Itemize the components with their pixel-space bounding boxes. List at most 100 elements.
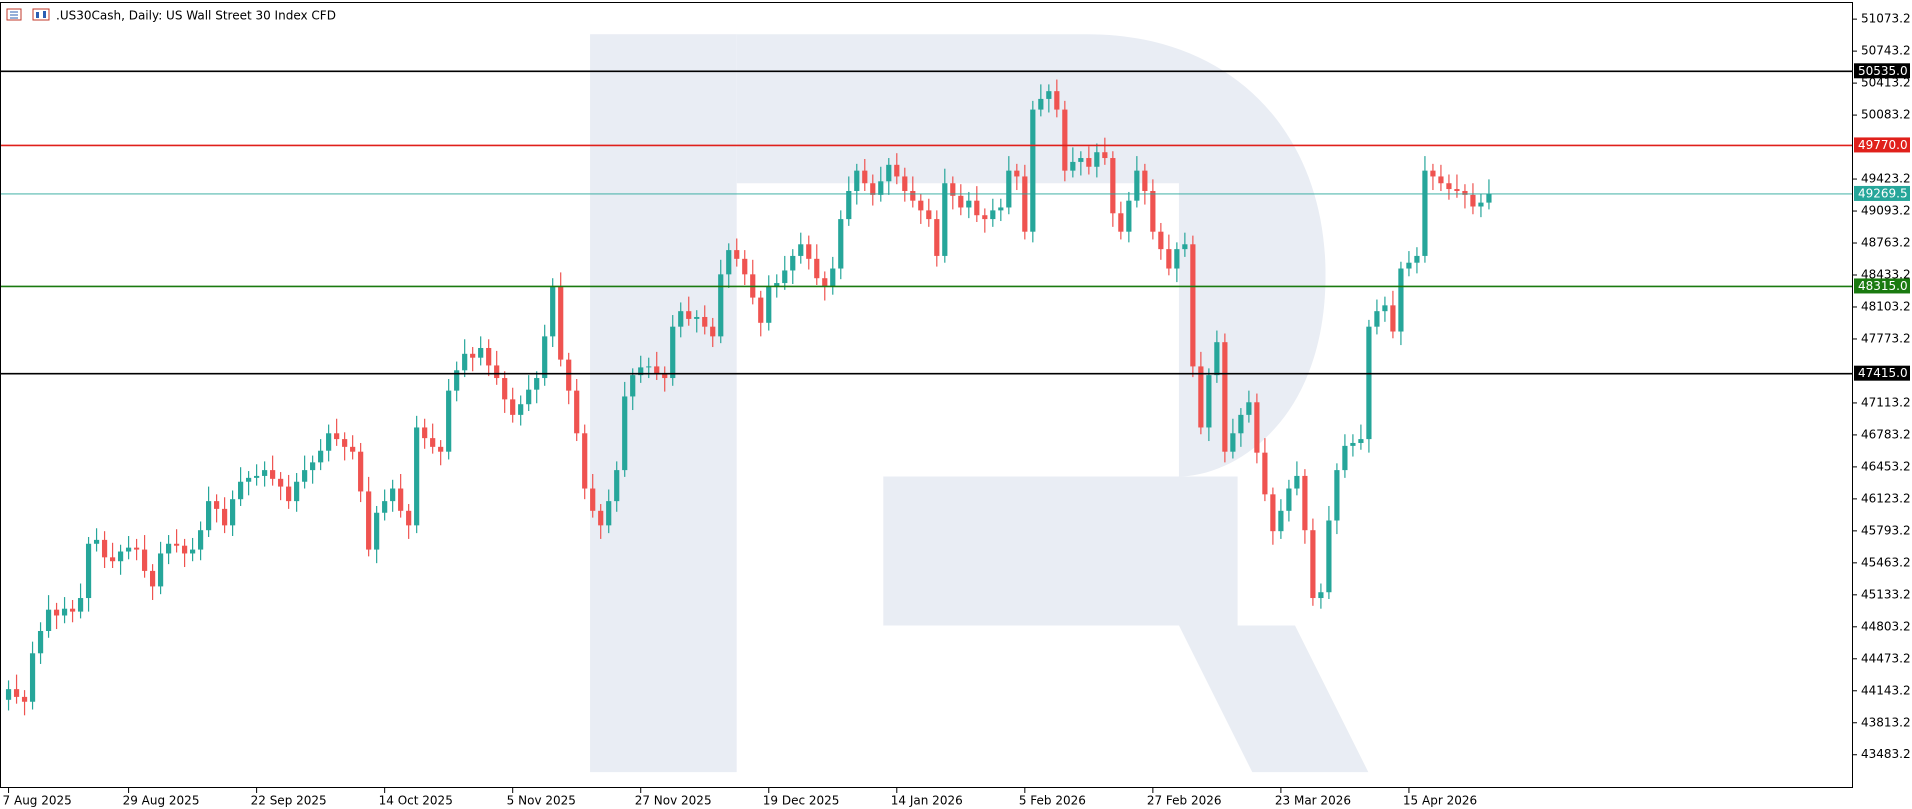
candle-body bbox=[53, 609, 60, 616]
candle-body bbox=[93, 539, 100, 544]
candle-body bbox=[574, 390, 580, 434]
candle-body bbox=[61, 608, 68, 616]
candle-body bbox=[101, 539, 108, 558]
candle-body bbox=[694, 316, 700, 319]
y-tick-label: 51073.2 bbox=[1861, 12, 1911, 26]
candle-body bbox=[246, 477, 252, 482]
candle-body bbox=[37, 630, 44, 654]
candle-body bbox=[958, 195, 964, 208]
candle-body bbox=[1206, 375, 1212, 428]
candle-body bbox=[462, 353, 468, 371]
candle-body bbox=[478, 347, 484, 358]
level-label: 48315.0 bbox=[1858, 279, 1908, 293]
candle-body bbox=[662, 373, 668, 379]
candle-body bbox=[430, 438, 436, 447]
x-tick-label: 22 Sep 2025 bbox=[251, 794, 327, 808]
x-tick-label: 15 Apr 2026 bbox=[1403, 794, 1477, 808]
candle-body bbox=[278, 478, 284, 487]
candle-body bbox=[262, 470, 268, 476]
candle-body bbox=[1390, 305, 1396, 332]
x-tick-label: 14 Jan 2026 bbox=[891, 794, 963, 808]
candle-body bbox=[470, 353, 476, 358]
candle-body bbox=[758, 297, 764, 323]
candle-body bbox=[230, 499, 236, 526]
candle-body bbox=[1318, 592, 1324, 599]
candle-body bbox=[822, 278, 828, 287]
level-label: 47415.0 bbox=[1858, 366, 1908, 380]
candle-body bbox=[534, 378, 540, 390]
candle-body bbox=[1438, 176, 1444, 184]
candle-body bbox=[1414, 255, 1420, 263]
candle-body bbox=[422, 427, 428, 439]
candle-body bbox=[1166, 249, 1172, 269]
candle-body bbox=[1118, 213, 1124, 232]
x-tick-label: 29 Aug 2025 bbox=[123, 794, 200, 808]
candle-body bbox=[141, 549, 148, 571]
y-tick-label: 48763.2 bbox=[1861, 236, 1911, 250]
candle-body bbox=[13, 689, 20, 697]
candle-body bbox=[85, 543, 92, 599]
candle-body bbox=[5, 689, 12, 700]
candle-body bbox=[1366, 326, 1372, 440]
y-tick-label: 45463.2 bbox=[1861, 555, 1911, 569]
candle-body bbox=[518, 404, 524, 415]
candle-body bbox=[1150, 190, 1156, 232]
candle-body bbox=[566, 359, 572, 391]
level-label-box bbox=[1854, 63, 1910, 79]
y-tick-label: 43483.2 bbox=[1861, 747, 1911, 761]
y-tick-label: 47773.2 bbox=[1861, 331, 1911, 345]
candle-body bbox=[934, 219, 940, 256]
candle-body bbox=[1430, 170, 1436, 177]
candle-body bbox=[1222, 342, 1228, 452]
candle-body bbox=[310, 462, 316, 471]
candle-body bbox=[718, 274, 724, 337]
candle-body bbox=[77, 598, 84, 612]
candle-body bbox=[798, 244, 804, 256]
candle-body bbox=[173, 543, 180, 546]
candle-body bbox=[318, 450, 324, 463]
candle-body bbox=[558, 286, 564, 360]
candle-body bbox=[1182, 244, 1188, 250]
candle-body bbox=[1142, 170, 1148, 191]
candle-body bbox=[1470, 194, 1476, 207]
plot-border bbox=[0, 2, 1853, 788]
candle-body bbox=[398, 488, 404, 511]
candle-body bbox=[342, 439, 348, 447]
chart-title: .US30Cash, Daily: US Wall Street 30 Inde… bbox=[56, 9, 336, 23]
candle-body bbox=[1022, 176, 1028, 232]
candle-body bbox=[502, 378, 508, 400]
candle-body bbox=[117, 551, 124, 562]
candle-body bbox=[222, 508, 228, 526]
x-tick-label: 27 Nov 2025 bbox=[635, 794, 712, 808]
candle-body bbox=[181, 545, 188, 554]
candle-body bbox=[454, 370, 460, 391]
candle-body bbox=[1454, 189, 1460, 191]
y-tick-label: 44143.2 bbox=[1861, 683, 1911, 697]
x-tick-label: 7 Aug 2025 bbox=[3, 794, 72, 808]
candle-body bbox=[1446, 183, 1452, 190]
candle-body bbox=[366, 491, 372, 550]
candle-body bbox=[998, 207, 1004, 211]
candle-body bbox=[214, 501, 220, 509]
level-label-box bbox=[1854, 278, 1910, 294]
candle-body bbox=[542, 336, 548, 379]
candle-body bbox=[582, 433, 588, 489]
candle-body bbox=[254, 475, 260, 478]
candle-body bbox=[646, 366, 652, 368]
candle-body bbox=[198, 530, 204, 550]
candle-body bbox=[1374, 311, 1380, 327]
candle-body bbox=[1190, 244, 1196, 367]
candle-body bbox=[1174, 249, 1180, 269]
candle-body bbox=[966, 200, 972, 208]
candle-body bbox=[1350, 442, 1356, 446]
candle-body bbox=[206, 501, 212, 531]
candle-body bbox=[726, 250, 732, 275]
candle-body bbox=[45, 609, 52, 631]
candle-body bbox=[982, 215, 988, 220]
y-tick-label: 43813.2 bbox=[1861, 715, 1911, 729]
candle-body bbox=[702, 316, 708, 327]
candle-body bbox=[654, 366, 660, 374]
candle-body bbox=[1478, 202, 1484, 207]
candle-body bbox=[854, 170, 860, 191]
candle-body bbox=[1270, 494, 1276, 532]
